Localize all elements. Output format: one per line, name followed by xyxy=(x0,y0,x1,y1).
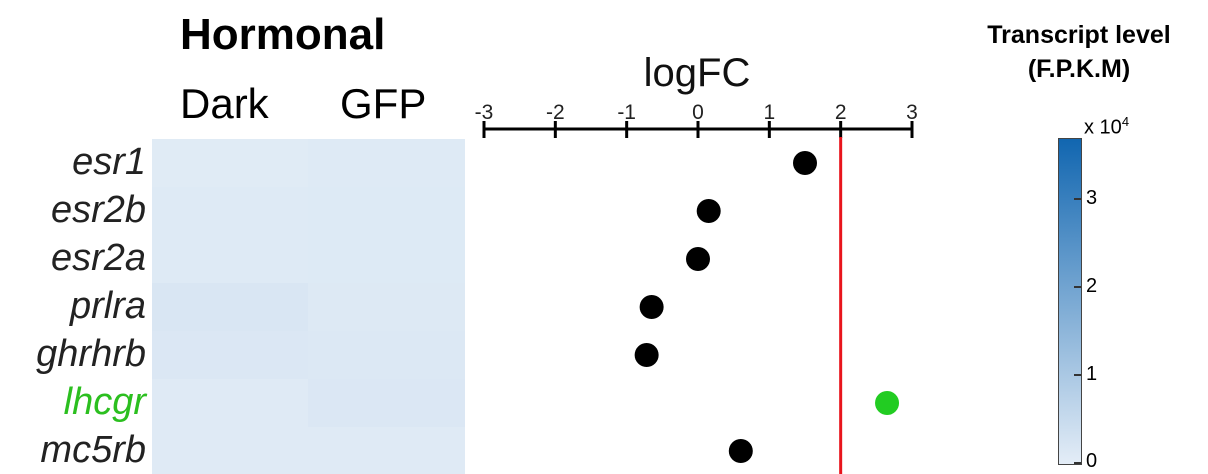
gene-label-mc5rb: mc5rb xyxy=(40,429,146,471)
colorbar-tick-label-2: 2 xyxy=(1086,275,1098,298)
colorbar-tick-2 xyxy=(1074,286,1081,289)
x-tick-label-1: 1 xyxy=(763,101,775,124)
gene-label-esr2a: esr2a xyxy=(50,237,146,279)
gene-label-esr2b: esr2b xyxy=(50,189,146,231)
x-tick-label--2: -2 xyxy=(546,101,565,124)
point-prlra xyxy=(639,295,664,319)
colorbar xyxy=(1058,138,1082,465)
heatmap-cell-prlra-gfp xyxy=(308,283,465,331)
heatmap-cell-lhcgr-dark xyxy=(152,379,308,427)
heatmap-cell-mc5rb-dark xyxy=(152,427,308,474)
x-tick-label--1: -1 xyxy=(617,101,636,124)
heatmap-cell-esr2a-dark xyxy=(152,235,308,283)
heatmap-cell-ghrhrb-gfp xyxy=(308,331,465,379)
gene-label-prlra: prlra xyxy=(69,285,146,327)
colorbar-tick-3 xyxy=(1074,198,1081,201)
gene-label-lhcgr: lhcgr xyxy=(63,381,146,423)
heatmap xyxy=(152,139,465,474)
data-points xyxy=(634,151,900,463)
x-tick-label--3: -3 xyxy=(475,101,494,124)
gene-label-esr1: esr1 xyxy=(72,141,146,183)
colorbar-tick-1 xyxy=(1074,374,1081,377)
colorbar-tick-label-3: 3 xyxy=(1086,187,1098,210)
x-axis: -3 -2 -1 0 1 2 3 xyxy=(475,101,918,474)
colorbar-scale-label: x 104 xyxy=(1084,114,1129,140)
heatmap-cell-lhcgr-gfp xyxy=(308,379,465,427)
heatmap-cell-esr1-gfp xyxy=(308,139,465,187)
heatmap-cell-prlra-dark xyxy=(152,283,308,331)
colorbar-title: Transcript level (F.P.K.M) xyxy=(950,18,1208,86)
gene-label-ghrhrb: ghrhrb xyxy=(36,333,146,375)
colorbar-title-line1: Transcript level xyxy=(987,21,1171,49)
colorbar-tick-0 xyxy=(1074,462,1081,464)
heatmap-cell-mc5rb-gfp xyxy=(308,427,465,474)
chart-title: logFC xyxy=(644,51,751,95)
point-mc5rb xyxy=(728,439,753,463)
colorbar-tick-label-1: 1 xyxy=(1086,363,1098,386)
column-label-dark: Dark xyxy=(180,80,269,127)
point-esr2a xyxy=(686,247,710,271)
point-esr2b xyxy=(696,199,721,223)
colorbar-title-line2: (F.P.K.M) xyxy=(1027,55,1131,83)
heatmap-cell-esr2a-gfp xyxy=(308,235,465,283)
point-esr1 xyxy=(793,151,817,175)
point-lhcgr xyxy=(875,391,900,415)
heatmap-cell-esr2b-gfp xyxy=(308,187,465,235)
column-label-gfp: GFP xyxy=(340,80,427,127)
heatmap-cell-esr1-dark xyxy=(152,139,308,187)
colorbar-scale-prefix: x 10 xyxy=(1084,116,1122,139)
heatmap-title: Hormonal xyxy=(180,10,386,59)
heatmap-cell-esr2b-dark xyxy=(152,187,308,235)
point-ghrhrb xyxy=(634,343,659,367)
colorbar-scale-exponent: 4 xyxy=(1121,114,1130,129)
heatmap-cell-ghrhrb-dark xyxy=(152,331,308,379)
x-tick-label-2: 2 xyxy=(835,101,847,124)
colorbar-tick-label-0: 0 xyxy=(1086,450,1098,472)
x-tick-label-3: 3 xyxy=(906,101,918,124)
x-tick-label-0: 0 xyxy=(692,101,704,124)
